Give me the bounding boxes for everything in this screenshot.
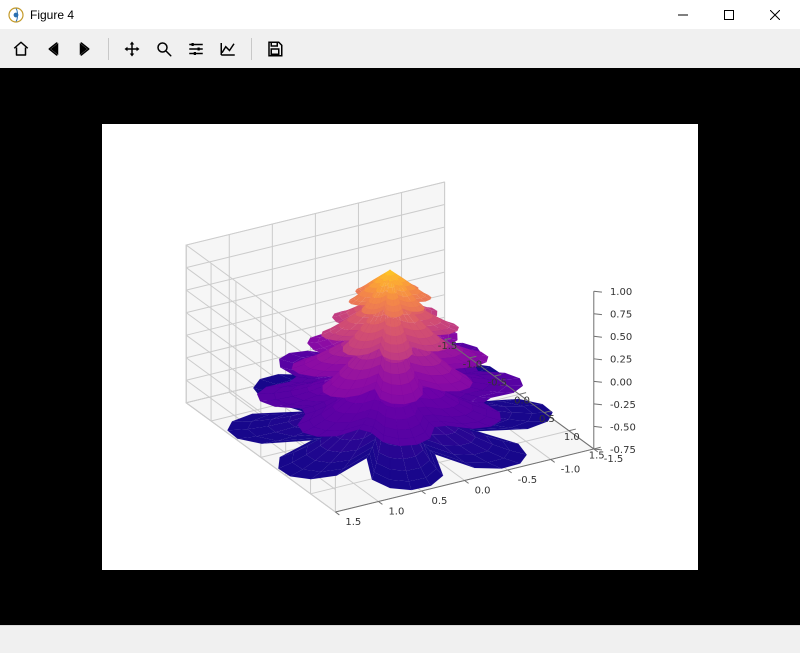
forward-button[interactable] — [70, 34, 100, 64]
svg-text:1.00: 1.00 — [610, 287, 632, 298]
toolbar-separator — [108, 38, 109, 60]
mpl-toolbar — [0, 30, 800, 68]
figure[interactable]: -1.5-1.0-0.50.00.51.01.5-1.5-1.0-0.50.00… — [102, 124, 698, 570]
window-title: Figure 4 — [30, 8, 74, 22]
back-button[interactable] — [38, 34, 68, 64]
svg-text:0.0: 0.0 — [475, 485, 491, 496]
svg-text:-1.5: -1.5 — [438, 341, 458, 352]
svg-text:0.00: 0.00 — [610, 377, 632, 388]
minimize-button[interactable] — [660, 0, 706, 30]
save-button[interactable] — [260, 34, 290, 64]
svg-text:-0.5: -0.5 — [487, 377, 507, 388]
statusbar — [0, 625, 800, 653]
svg-text:0.25: 0.25 — [610, 354, 632, 365]
svg-text:-1.0: -1.0 — [561, 464, 581, 475]
svg-text:1.0: 1.0 — [388, 506, 404, 517]
zoom-button[interactable] — [149, 34, 179, 64]
titlebar: Figure 4 — [0, 0, 800, 30]
maximize-button[interactable] — [706, 0, 752, 30]
toolbar-separator — [251, 38, 252, 60]
svg-text:0.5: 0.5 — [539, 413, 555, 424]
svg-text:0.75: 0.75 — [610, 309, 632, 320]
configure-subplots-button[interactable] — [181, 34, 211, 64]
svg-text:-1.0: -1.0 — [463, 359, 483, 370]
edit-axes-button[interactable] — [213, 34, 243, 64]
svg-text:0.0: 0.0 — [514, 395, 530, 406]
svg-text:1.5: 1.5 — [589, 450, 605, 461]
svg-text:-0.75: -0.75 — [610, 444, 636, 455]
home-button[interactable] — [6, 34, 36, 64]
svg-text:-0.50: -0.50 — [610, 422, 636, 433]
svg-text:0.5: 0.5 — [432, 495, 448, 506]
canvas-area: -1.5-1.0-0.50.00.51.01.5-1.5-1.0-0.50.00… — [0, 68, 800, 625]
svg-text:-0.25: -0.25 — [610, 399, 636, 410]
app-icon — [8, 7, 24, 23]
pan-button[interactable] — [117, 34, 147, 64]
close-button[interactable] — [752, 0, 798, 30]
svg-text:0.50: 0.50 — [610, 332, 632, 343]
svg-text:-0.5: -0.5 — [518, 474, 538, 485]
svg-text:1.0: 1.0 — [564, 432, 580, 443]
svg-text:1.5: 1.5 — [345, 516, 361, 527]
